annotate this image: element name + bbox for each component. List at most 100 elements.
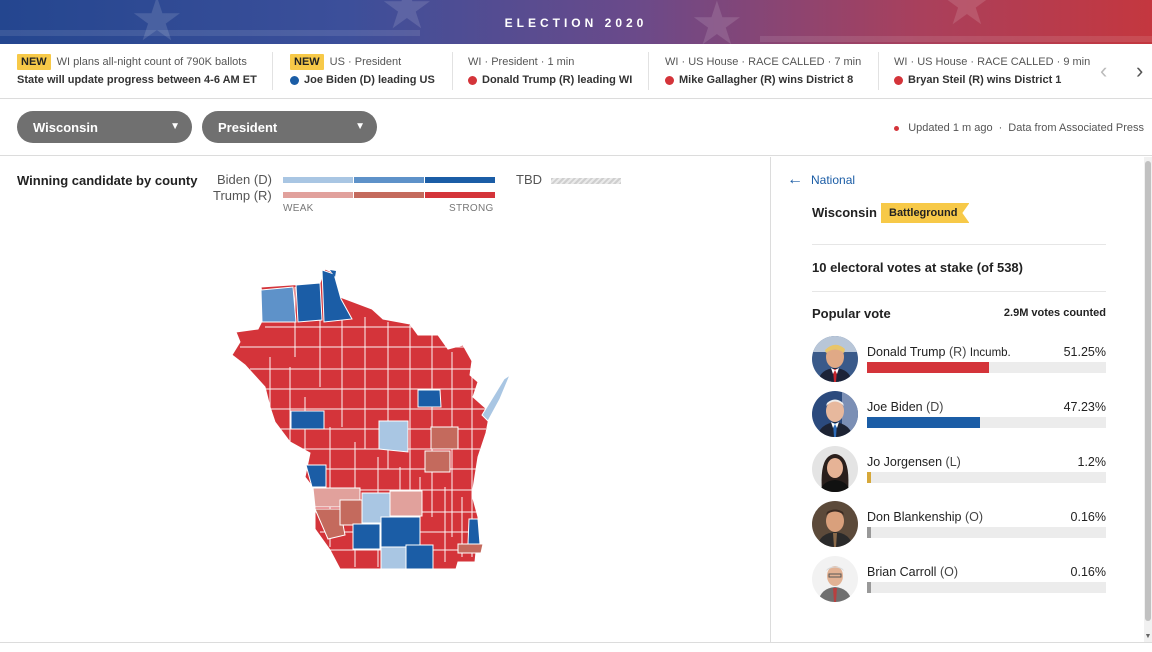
incumbent-label: Incumb. <box>969 347 1011 359</box>
legend-dem-label: Biden (D) <box>217 172 272 187</box>
ticker-item[interactable]: WI · President · 1 min Donald Trump (R) … <box>468 54 632 88</box>
county-shape <box>405 544 434 570</box>
candidate-percent: 51.25% <box>1063 345 1106 359</box>
vote-bar-track <box>867 417 1106 428</box>
star-decoration-icon: ★ <box>130 0 184 44</box>
candidate-party: (O) <box>965 510 984 524</box>
bottom-border <box>0 642 1152 652</box>
legend-rep-weak <box>283 192 353 198</box>
county-shape <box>481 373 512 422</box>
update-status: Updated 1 m ago · Data from Associated P… <box>894 122 1144 134</box>
legend-strong-label: STRONG <box>449 203 494 214</box>
star-decoration-icon: ★ <box>690 0 744 44</box>
ticker-meta: WI · US House · RACE CALLED · 7 min <box>665 56 862 68</box>
vote-bar-track <box>867 582 1106 593</box>
candidate-avatar <box>812 556 858 602</box>
legend-tbd-swatch <box>551 178 621 184</box>
results-scrollbar[interactable]: ▼ <box>1144 157 1152 642</box>
legend-dem-strong <box>425 177 495 183</box>
live-dot-icon <box>894 125 900 131</box>
back-link-label: National <box>811 173 856 187</box>
county-shape <box>290 410 325 430</box>
candidate-name: Brian Carroll <box>867 565 937 579</box>
source-text: Data from Associated Press <box>1008 122 1144 134</box>
candidate-name: Joe Biden <box>867 400 923 414</box>
county-shape <box>352 523 381 550</box>
candidate-party: (O) <box>939 565 959 579</box>
county-shape <box>321 269 353 323</box>
legend-weak-label: WEAK <box>283 203 314 214</box>
divider <box>812 291 1106 292</box>
county-shape <box>467 518 481 545</box>
candidate-row[interactable]: Donald Trump (R) Incumb. 51.25% <box>812 336 1106 382</box>
new-badge: NEW <box>17 54 51 70</box>
vote-bar-track <box>867 362 1106 373</box>
county-shape <box>417 389 442 408</box>
rep-dot-icon <box>665 75 674 85</box>
divider <box>812 244 1106 245</box>
ticker-item[interactable]: WI · US House · RACE CALLED · 9 min Brya… <box>894 54 1090 88</box>
wisconsin-county-map[interactable] <box>0 157 770 642</box>
candidate-party: (L) <box>945 455 961 469</box>
updated-text: Updated 1 m ago <box>908 122 993 134</box>
ticker-headline: Bryan Steil (R) wins District 1 <box>908 74 1062 86</box>
candidate-percent: 47.23% <box>1063 400 1106 414</box>
votes-counted: 2.9M votes counted <box>1003 307 1106 319</box>
candidate-row[interactable]: Don Blankenship (O) 0.16% <box>812 501 1106 547</box>
vote-bar-fill <box>867 417 980 428</box>
vote-bar-track <box>867 472 1106 483</box>
candidate-party: (D) <box>926 400 944 414</box>
caret-down-icon: ▼ <box>355 121 365 132</box>
candidate-name: Donald Trump <box>867 345 946 359</box>
state-select-value: Wisconsin <box>33 120 98 135</box>
news-ticker: NEW WI plans all-night count of 790K ball… <box>0 44 1152 99</box>
candidate-avatar <box>812 446 858 492</box>
candidate-percent: 1.2% <box>1077 455 1107 469</box>
vote-bar-fill <box>867 472 871 483</box>
candidate-row[interactable]: Brian Carroll (O) 0.16% <box>812 556 1106 602</box>
county-shape <box>339 499 366 526</box>
legend-dem-weak <box>283 177 353 183</box>
vote-bar-track <box>867 527 1106 538</box>
state-select[interactable]: Wisconsin ▼ <box>17 111 192 143</box>
battleground-tag: Battleground <box>881 203 970 223</box>
ticker-headline: State will update progress between 4-6 A… <box>17 74 257 86</box>
map-title: Winning candidate by county <box>17 173 198 188</box>
ticker-item[interactable]: WI · US House · RACE CALLED · 7 min Mike… <box>665 54 861 88</box>
scroll-down-icon[interactable]: ▼ <box>1144 633 1152 640</box>
popular-vote-label: Popular vote <box>812 306 891 321</box>
back-to-national-link[interactable]: ← National <box>787 171 855 189</box>
candidate-percent: 0.16% <box>1070 565 1106 579</box>
ticker-item[interactable]: NEW WI plans all-night count of 790K ball… <box>17 54 257 88</box>
dem-dot-icon <box>290 75 299 85</box>
candidate-row[interactable]: Jo Jorgensen (L) 1.2% <box>812 446 1106 492</box>
ticker-meta: WI plans all-night count of 790K ballots <box>56 56 247 68</box>
candidate-percent: 0.16% <box>1070 510 1106 524</box>
race-select[interactable]: President ▼ <box>202 111 377 143</box>
candidate-row[interactable]: Joe Biden (D) 47.23% <box>812 391 1106 437</box>
county-shape <box>295 282 323 323</box>
new-badge: NEW <box>290 54 324 70</box>
county-shape <box>305 464 327 488</box>
candidate-avatar <box>812 501 858 547</box>
chevron-left-icon[interactable]: ‹ <box>1100 58 1108 83</box>
election-banner: ★ ★ ★ ★ ELECTION 2020 <box>0 0 1152 44</box>
ticker-meta: WI · President · 1 min <box>468 56 575 68</box>
ticker-headline: Mike Gallagher (R) wins District 8 <box>679 74 854 86</box>
scrollbar-thumb[interactable] <box>1145 161 1151 621</box>
legend-rep-strong <box>425 192 495 198</box>
ticker-meta: WI · US House · RACE CALLED · 9 min <box>894 56 1090 68</box>
legend-rep-label: Trump (R) <box>213 188 272 203</box>
vote-bar-fill <box>867 582 871 593</box>
arrow-left-icon: ← <box>787 171 803 188</box>
ticker-meta: US · President <box>329 56 402 68</box>
caret-down-icon: ▼ <box>170 121 180 132</box>
county-shape <box>430 426 459 450</box>
ticker-item[interactable]: NEW US · President Joe Biden (D) leading … <box>290 54 435 88</box>
legend-rep-mid <box>354 192 424 198</box>
rep-dot-icon <box>468 75 477 85</box>
county-map-shapes <box>231 268 512 570</box>
results-panel: ← National Wisconsin Battleground 10 ele… <box>770 157 1144 642</box>
chevron-right-icon[interactable]: › <box>1136 58 1144 83</box>
